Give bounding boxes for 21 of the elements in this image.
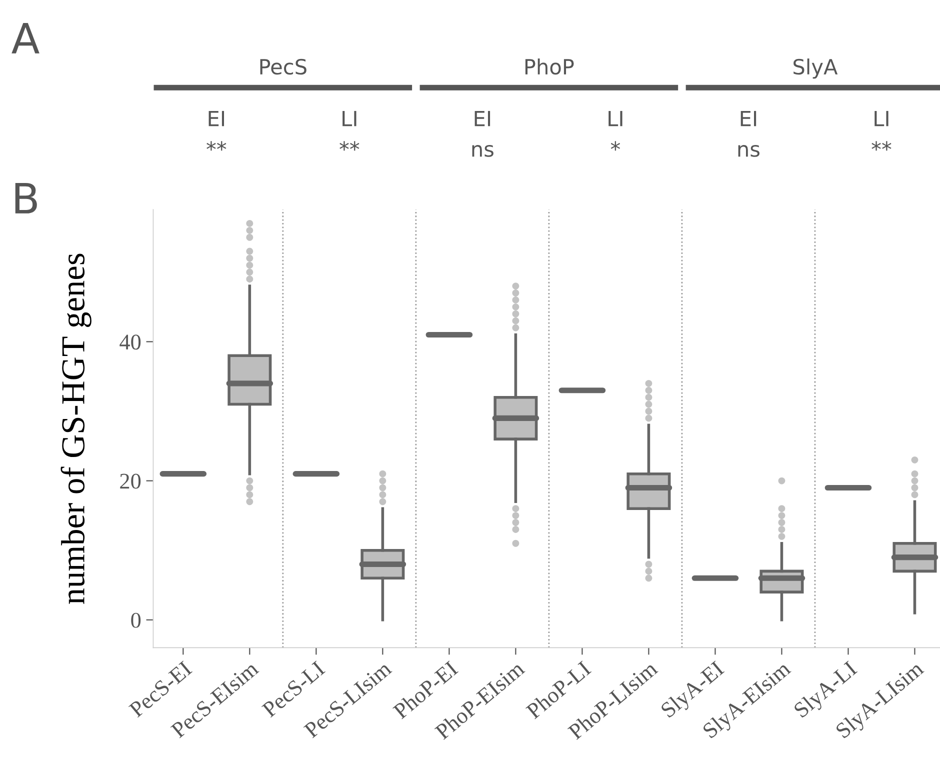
text: PhoP (525, 58, 574, 75)
text: PecS (260, 58, 306, 75)
text: LI (874, 110, 888, 126)
text: B (15, 183, 37, 214)
text: ns (472, 144, 494, 157)
text: ** (340, 141, 360, 151)
text: ns (738, 144, 760, 157)
y-axis-title: number of GS-HGT genes (60, 254, 92, 604)
y-tick-label: 40 (120, 334, 141, 350)
text: * (610, 141, 620, 151)
text: ** (206, 141, 226, 151)
text: LI (608, 110, 622, 126)
text: SlyA (794, 58, 838, 79)
text: ** (872, 141, 892, 151)
y-tick-label: 20 (120, 474, 141, 489)
text: EI (208, 110, 224, 126)
y-tick-label: 0 (131, 612, 141, 628)
text: A (12, 23, 40, 54)
text: LI (342, 110, 356, 126)
text: EI (740, 110, 756, 126)
text: EI (474, 110, 490, 126)
